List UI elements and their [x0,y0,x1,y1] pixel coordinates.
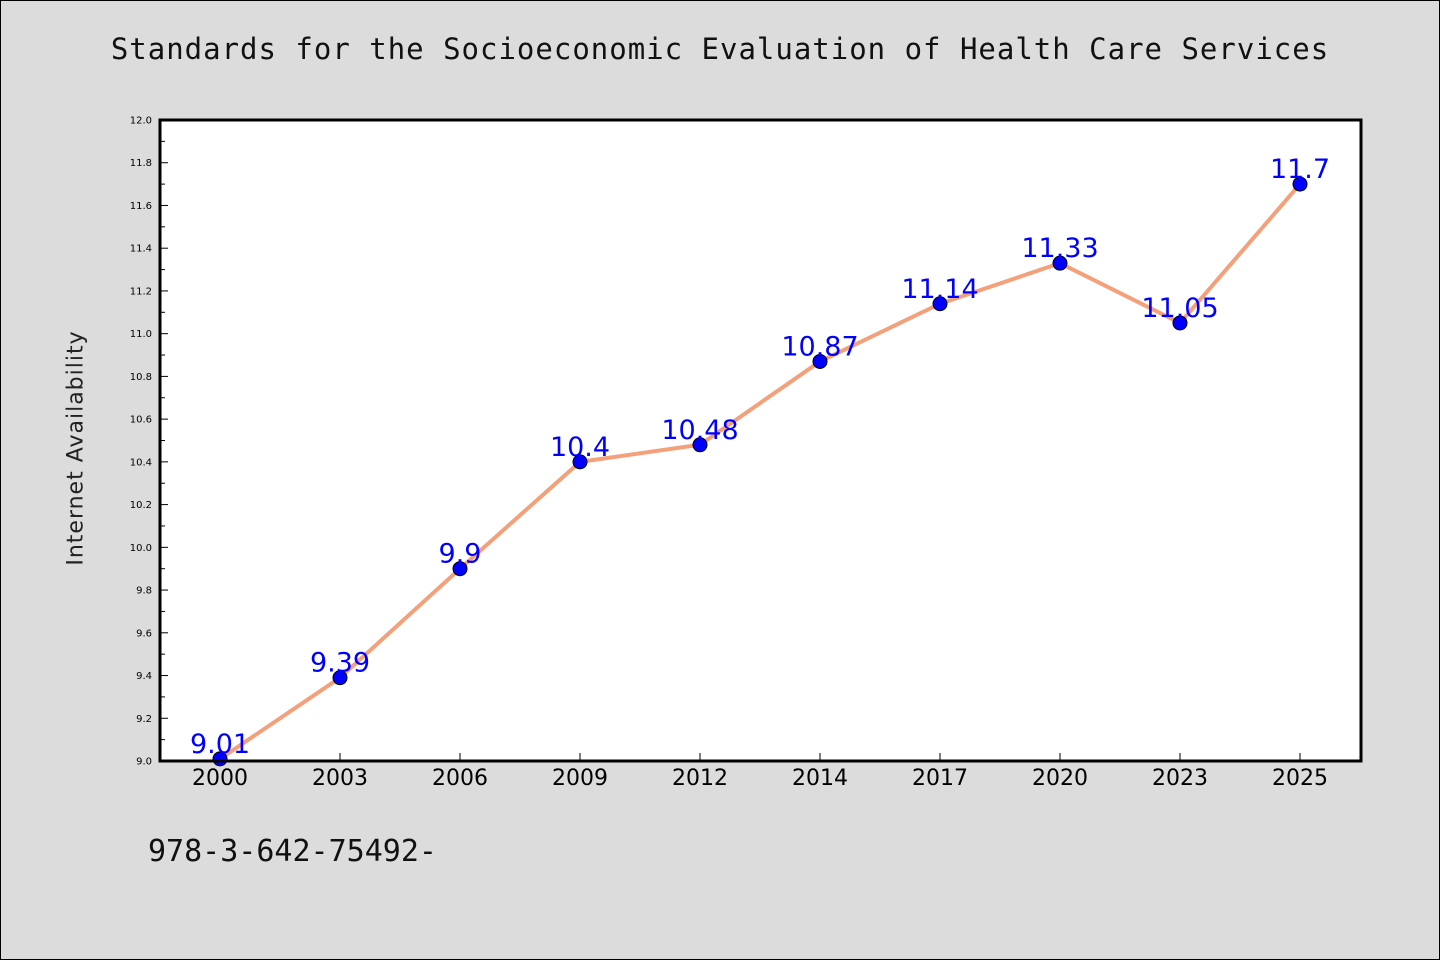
data-label: 10.87 [781,331,858,362]
x-tick-label: 2014 [792,766,848,791]
y-tick-label: 12.0 [130,116,152,127]
data-label: 9.9 [439,539,482,570]
x-tick-label: 2020 [1032,766,1088,791]
data-point [332,670,348,686]
chart-title: Standards for the Socioeconomic Evaluati… [110,32,1330,66]
data-label: 10.4 [550,432,610,463]
y-tick-label: 10.6 [130,415,152,426]
data-point [1292,176,1308,192]
x-tick-label: 2009 [552,766,608,791]
y-tick-label: 11.8 [130,158,152,169]
x-tick-label: 2012 [672,766,728,791]
y-tick-label: 11.4 [130,244,152,255]
y-tick-label: 9.2 [136,714,152,725]
data-point [572,454,588,470]
y-tick-label: 9.6 [136,628,152,639]
y-axis-ticks: 9.0 9.2 9.4 9.6 9.8 10.0 10.2 10.4 10.6 10.8 11.0 1… [130,116,168,768]
x-tick-label: 2023 [1152,766,1208,791]
data-point [692,437,708,453]
plot-area [160,120,1361,761]
x-tick-label: 2025 [1272,766,1328,791]
y-tick-label: 11.0 [130,329,152,340]
series-group [212,176,1308,767]
data-label: 9.39 [310,648,370,679]
x-tick-label: 2000 [192,766,248,791]
data-label: 11.14 [901,274,978,305]
y-tick-label: 11.2 [130,286,152,297]
y-tick-label: 9.0 [136,757,152,768]
y-tick-label: 9.4 [136,671,152,682]
y-tick-label: 10.0 [130,543,152,554]
data-label: 11.7 [1270,154,1330,185]
x-tick-label: 2003 [312,766,368,791]
data-point [452,561,468,577]
data-label: 11.33 [1021,233,1098,264]
series-line [218,182,1302,761]
y-tick-label: 10.2 [130,500,152,511]
data-point [1052,255,1068,271]
caption-text: 978-3-642-75492- [148,834,437,869]
data-label: 9.01 [190,729,250,760]
y-tick-label: 11.6 [130,201,152,212]
x-tick-label: 2006 [432,766,488,791]
data-point [812,353,828,369]
plot-border [158,118,1363,763]
y-tick-label: 10.4 [130,457,152,468]
y-tick-label: 10.8 [130,372,152,383]
x-axis-ticks: 2000 2003 2006 2009 2012 2014 2017 2020 2023 2025 [192,753,1328,791]
data-label: 11.05 [1141,293,1218,324]
data-label: 10.48 [661,415,738,446]
x-tick-label: 2017 [912,766,968,791]
data-point [1172,315,1188,331]
data-labels: 9.01 9.39 9.9 10.4 10.48 10.87 11.14 11.33 11.05… [190,154,1330,760]
data-point [932,296,948,312]
y-tick-label: 9.8 [136,586,152,597]
